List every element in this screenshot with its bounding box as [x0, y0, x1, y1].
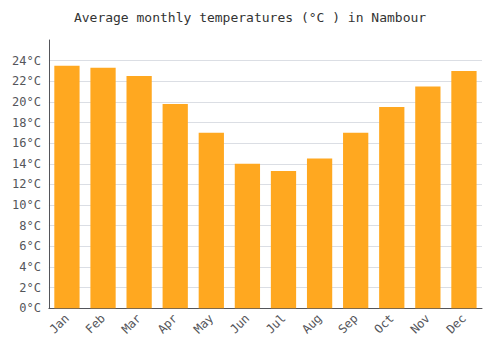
svg-text:10°C: 10°C — [12, 198, 41, 212]
svg-text:Nov: Nov — [408, 311, 433, 336]
svg-text:18°C: 18°C — [12, 116, 41, 130]
svg-text:Jul: Jul — [263, 311, 288, 336]
svg-text:Aug: Aug — [299, 311, 324, 336]
svg-text:Dec: Dec — [444, 311, 469, 336]
svg-text:14°C: 14°C — [12, 157, 41, 171]
svg-text:Feb: Feb — [83, 311, 108, 336]
svg-text:24°C: 24°C — [12, 54, 41, 68]
svg-text:Apr: Apr — [155, 311, 180, 336]
svg-text:0°C: 0°C — [19, 301, 41, 315]
svg-text:Sep: Sep — [335, 311, 360, 336]
svg-text:Mar: Mar — [119, 311, 144, 336]
svg-text:Jun: Jun — [227, 311, 252, 336]
svg-text:20°C: 20°C — [12, 95, 41, 109]
svg-text:Jan: Jan — [47, 311, 72, 336]
svg-text:2°C: 2°C — [19, 281, 41, 295]
svg-text:16°C: 16°C — [12, 136, 41, 150]
svg-text:8°C: 8°C — [19, 219, 41, 233]
svg-text:12°C: 12°C — [12, 177, 41, 191]
svg-text:Average monthly temperatures (: Average monthly temperatures (°C ) in Na… — [74, 10, 426, 25]
svg-text:Oct: Oct — [372, 311, 397, 336]
svg-text:6°C: 6°C — [19, 239, 41, 253]
svg-text:4°C: 4°C — [19, 260, 41, 274]
svg-text:May: May — [191, 311, 216, 336]
svg-text:22°C: 22°C — [12, 74, 41, 88]
